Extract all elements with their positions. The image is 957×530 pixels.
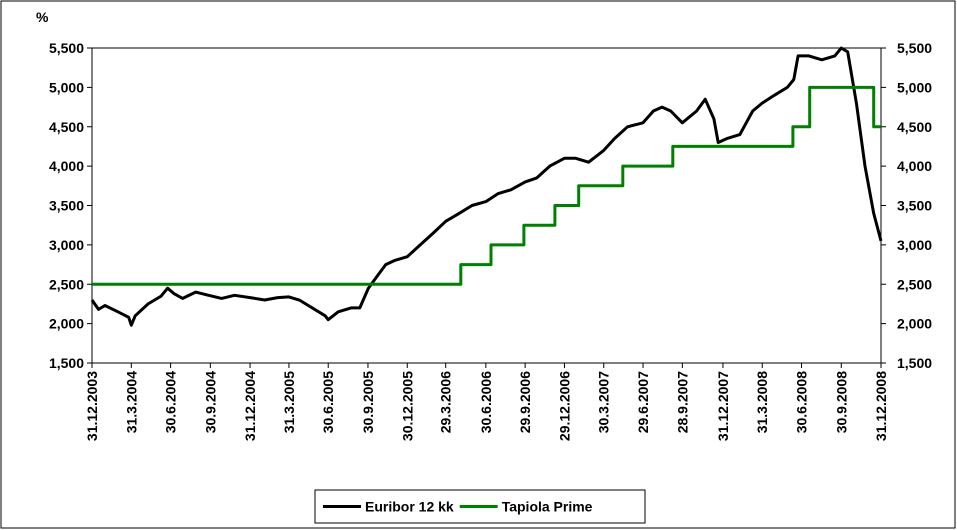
- legend-label: Euribor 12 kk: [365, 499, 454, 515]
- y2-tick-label: 2,500: [897, 276, 932, 292]
- y-tick-label: 2,000: [49, 316, 84, 332]
- y2-tick-label: 5,000: [897, 79, 932, 95]
- x-tick-label: 30.3.2007: [596, 371, 612, 433]
- y-axis-label: %: [36, 9, 49, 25]
- y2-tick-label: 4,500: [897, 119, 932, 135]
- x-tick-label: 31.12.2007: [715, 371, 731, 441]
- y2-tick-label: 3,500: [897, 198, 932, 214]
- y2-tick-label: 1,500: [897, 355, 932, 371]
- x-tick-label: 29.6.2007: [635, 371, 651, 433]
- y-tick-label: 4,000: [49, 158, 84, 174]
- y-tick-label: 4,500: [49, 119, 84, 135]
- y2-tick-label: 2,000: [897, 316, 932, 332]
- y2-tick-label: 4,000: [897, 158, 932, 174]
- x-tick-label: 30.6.2008: [794, 371, 810, 433]
- x-tick-label: 30.9.2004: [202, 371, 218, 433]
- x-tick-label: 31.12.2003: [84, 371, 100, 441]
- x-tick-label: 29.3.2006: [438, 371, 454, 433]
- x-tick-label: 30.9.2005: [360, 371, 376, 433]
- y-tick-label: 3,000: [49, 237, 84, 253]
- x-tick-label: 30.6.2005: [320, 371, 336, 433]
- series-line: [92, 85, 881, 286]
- x-tick-label: 31.3.2005: [281, 371, 297, 433]
- x-tick-label: 30.12.2005: [399, 371, 415, 441]
- series-line: [90, 46, 883, 327]
- x-tick-label: 31.3.2008: [754, 371, 770, 433]
- x-tick-label: 31.12.2008: [873, 371, 889, 441]
- y-tick-label: 3,500: [49, 198, 84, 214]
- x-tick-label: 31.12.2004: [242, 371, 258, 441]
- x-tick-label: 28.9.2007: [674, 371, 690, 433]
- legend-label: Tapiola Prime: [502, 499, 593, 515]
- x-tick-label: 31.3.2004: [123, 371, 139, 433]
- y-tick-label: 5,000: [49, 79, 84, 95]
- x-tick-label: 30.9.2008: [833, 371, 849, 433]
- x-tick-label: 30.6.2004: [163, 371, 179, 433]
- x-tick-label: 29.9.2006: [517, 371, 533, 433]
- x-tick-label: 29.12.2006: [556, 371, 572, 441]
- y2-tick-label: 3,000: [897, 237, 932, 253]
- y2-tick-label: 5,500: [897, 40, 932, 56]
- y-tick-label: 5,500: [49, 40, 84, 56]
- y-tick-label: 1,500: [49, 355, 84, 371]
- x-tick-label: 30.6.2006: [478, 371, 494, 433]
- y-tick-label: 2,500: [49, 276, 84, 292]
